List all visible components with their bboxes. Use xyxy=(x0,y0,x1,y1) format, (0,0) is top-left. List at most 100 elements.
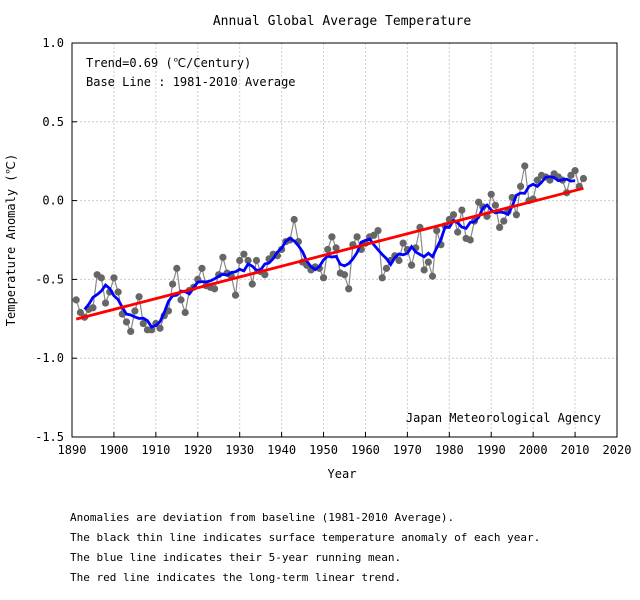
annual-anomaly-point xyxy=(101,299,110,307)
annual-anomaly-point xyxy=(290,215,298,224)
trend-annotation: Trend=0.69 (℃/Century) xyxy=(86,56,251,70)
annual-anomaly-point xyxy=(177,296,185,304)
annual-anomaly-point xyxy=(122,318,131,326)
annual-anomaly-point xyxy=(395,256,403,265)
annual-anomaly-point xyxy=(512,211,520,219)
annual-anomaly-point xyxy=(571,167,579,175)
y-tick-label: 1.0 xyxy=(42,36,64,50)
x-tick-label: 1910 xyxy=(141,443,170,457)
tick-labels: 1890 1900 1910 1920 1930 1940 1950 1960 1970 1980… xyxy=(35,36,631,457)
note-line: Anomalies are deviation from baseline (1… xyxy=(70,511,455,524)
annual-anomaly-point xyxy=(491,201,500,209)
annual-anomaly-point xyxy=(181,308,189,317)
annual-anomaly-point xyxy=(433,226,441,235)
grid xyxy=(71,42,618,438)
annual-anomaly-point xyxy=(345,285,353,293)
series-group xyxy=(72,162,588,336)
temperature-chart: Annual Global Average Temperature 1890 19… xyxy=(4,14,631,481)
annual-anomaly-point xyxy=(521,162,529,170)
annual-anomaly-point xyxy=(156,324,164,332)
annual-anomaly-point xyxy=(173,264,181,272)
note-line: The black thin line indicates surface te… xyxy=(70,531,541,544)
annual-anomaly-point xyxy=(148,326,156,334)
annual-anomaly-point xyxy=(127,327,135,336)
annual-anomaly-point xyxy=(236,256,244,265)
annual-anomaly-point xyxy=(131,307,139,315)
annual-anomaly-point xyxy=(496,223,504,231)
annual-anomaly-point xyxy=(219,253,227,261)
annual-anomaly-point xyxy=(370,231,378,239)
annual-anomaly-point xyxy=(353,233,361,241)
annual-anomaly-point xyxy=(135,293,143,301)
annual-anomaly-point xyxy=(424,258,432,266)
note-line: The blue line indicates their 5-year run… xyxy=(70,551,402,564)
annual-anomaly-point xyxy=(487,190,495,198)
x-tick-label: 1900 xyxy=(99,443,128,457)
x-tick-label: 1890 xyxy=(58,443,87,457)
y-tick-label: 0.5 xyxy=(42,115,64,129)
annual-anomaly-point xyxy=(374,226,382,235)
annual-anomaly-point xyxy=(516,182,525,191)
x-tick-label: 2000 xyxy=(519,443,548,457)
x-tick-label: 1920 xyxy=(183,443,212,457)
annual-anomaly-point xyxy=(567,171,575,179)
annual-anomaly-point xyxy=(407,261,416,269)
annual-anomaly-point xyxy=(500,217,508,225)
x-tick-label: 1990 xyxy=(477,443,506,457)
annual-anomaly-point xyxy=(420,266,428,274)
annual-anomaly-point xyxy=(248,280,256,288)
annual-anomaly-point xyxy=(89,304,97,312)
x-tick-label: 1940 xyxy=(267,443,296,457)
x-axis-label: Year xyxy=(328,467,357,481)
annual-anomaly-point xyxy=(169,280,177,288)
x-tick-label: 1960 xyxy=(351,443,380,457)
y-tick-label: -1.5 xyxy=(35,430,64,444)
x-tick-label: 2020 xyxy=(603,443,632,457)
annual-anomaly-point xyxy=(114,288,122,296)
annual-anomaly-point xyxy=(244,256,252,265)
annual-anomaly-point xyxy=(378,274,386,282)
x-tick-label: 1970 xyxy=(393,443,422,457)
annual-anomaly-point xyxy=(399,239,407,247)
annual-anomaly-point xyxy=(449,211,458,219)
y-tick-label: 0.0 xyxy=(42,194,64,208)
note-line: The red line indicates the long-term lin… xyxy=(70,571,402,584)
y-tick-label: -0.5 xyxy=(35,272,64,286)
annual-anomaly-point xyxy=(324,245,332,254)
annual-anomaly-point xyxy=(76,308,84,317)
annual-anomaly-point xyxy=(454,228,462,236)
annual-anomaly-point xyxy=(210,285,219,293)
y-tick-label: -1.0 xyxy=(35,351,64,365)
trend-line xyxy=(75,186,584,321)
annual-anomaly-point xyxy=(231,291,240,299)
x-tick-label: 1950 xyxy=(309,443,338,457)
annual-anomaly-point xyxy=(240,250,248,258)
annual-anomaly-point xyxy=(579,174,588,183)
annual-anomaly-point xyxy=(458,206,466,214)
x-tick-label: 1930 xyxy=(225,443,254,457)
annual-anomaly-point xyxy=(252,256,261,265)
x-tick-label: 1980 xyxy=(435,443,464,457)
annual-anomaly-point xyxy=(261,271,269,279)
annual-anomaly-point xyxy=(110,274,118,282)
annual-anomaly-point xyxy=(428,272,437,280)
source-annotation: Japan Meteorological Agency xyxy=(406,411,601,425)
annual-anomaly-point xyxy=(198,264,206,272)
baseline-annotation: Base Line : 1981-2010 Average xyxy=(86,75,296,89)
plot-frame xyxy=(71,42,618,438)
annual-anomaly-point xyxy=(139,319,147,328)
annual-anomaly-point xyxy=(382,264,391,272)
annual-anomaly-point xyxy=(533,176,541,184)
annual-anomaly-point xyxy=(97,274,105,282)
annual-anomaly-point xyxy=(72,296,80,304)
annual-anomaly-point xyxy=(340,271,349,279)
annual-anomaly-point xyxy=(328,233,336,241)
notes: Anomalies are deviation from baseline (1… xyxy=(70,508,540,588)
y-axis-label: Temperature Anomaly (℃) xyxy=(4,154,18,326)
annual-anomaly-point xyxy=(466,236,474,244)
annual-anomaly-point xyxy=(332,244,340,252)
annual-anomaly-point xyxy=(475,198,483,206)
chart-title: Annual Global Average Temperature xyxy=(213,14,471,29)
x-tick-label: 2010 xyxy=(561,443,590,457)
annual-anomaly-point xyxy=(319,274,328,282)
